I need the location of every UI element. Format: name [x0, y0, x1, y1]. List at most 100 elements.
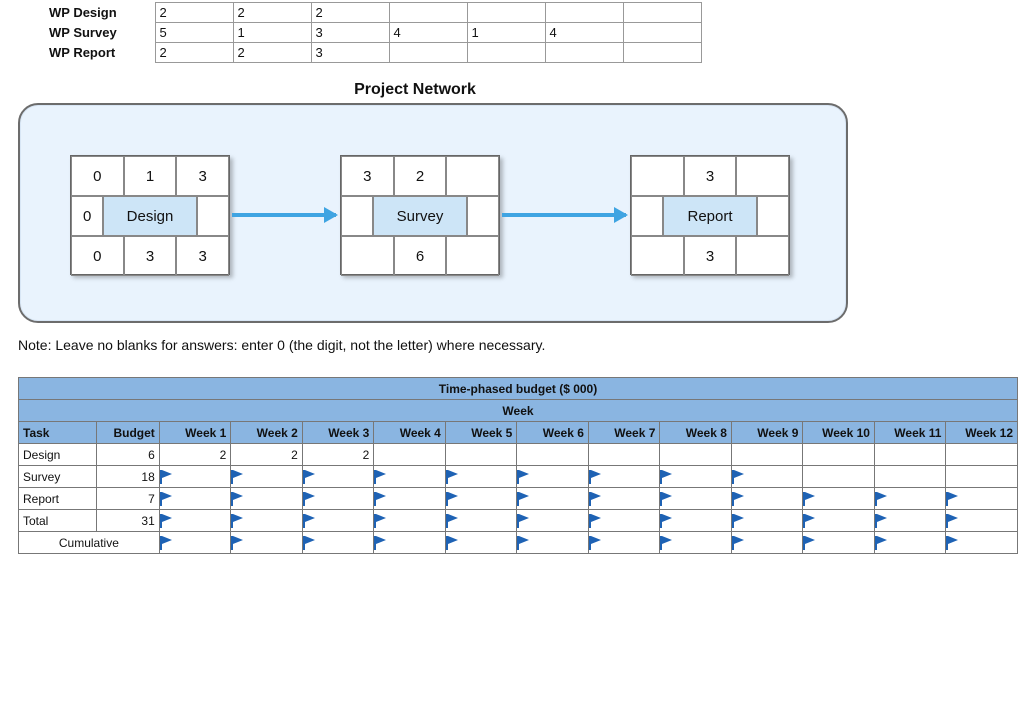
budget-cell[interactable] [874, 444, 946, 466]
budget-input-flag[interactable] [231, 510, 303, 532]
budget-input-flag[interactable] [803, 488, 875, 510]
budget-cell[interactable] [946, 466, 1018, 488]
wp-cell[interactable] [545, 43, 623, 63]
budget-cell[interactable] [588, 444, 660, 466]
budget-input-flag[interactable] [159, 510, 231, 532]
budget-input-flag[interactable] [874, 488, 946, 510]
budget-cell[interactable] [946, 444, 1018, 466]
wp-cell[interactable] [623, 23, 701, 43]
budget-col-header: Week 2 [231, 422, 303, 444]
budget-input-flag[interactable] [517, 466, 589, 488]
budget-input-flag[interactable] [517, 532, 589, 554]
budget-input-flag[interactable] [374, 466, 446, 488]
budget-cell[interactable] [374, 444, 446, 466]
wp-cell[interactable]: 3 [311, 23, 389, 43]
budget-input-flag[interactable] [946, 510, 1018, 532]
wp-cell[interactable] [545, 3, 623, 23]
budget-cell[interactable] [660, 444, 732, 466]
wp-cell[interactable] [467, 43, 545, 63]
budget-input-flag[interactable] [731, 488, 803, 510]
wp-cell[interactable]: 2 [233, 43, 311, 63]
network-node-report: 3Report3 [630, 155, 790, 275]
wp-table: WP Design222WP Survey513414WP Report223 [45, 2, 702, 63]
budget-col-header: Budget [97, 422, 160, 444]
network-node-design: 0130Design033 [70, 155, 230, 275]
budget-input-flag[interactable] [159, 488, 231, 510]
budget-input-flag[interactable] [302, 510, 374, 532]
budget-input-flag[interactable] [374, 510, 446, 532]
node-es: 3 [341, 156, 394, 196]
budget-cell[interactable] [731, 444, 803, 466]
budget-input-flag[interactable] [517, 488, 589, 510]
budget-input-flag[interactable] [159, 466, 231, 488]
budget-cell[interactable]: 2 [302, 444, 374, 466]
wp-cell[interactable]: 2 [233, 3, 311, 23]
node-es: 0 [71, 156, 124, 196]
wp-cell[interactable]: 2 [311, 3, 389, 23]
budget-input-flag[interactable] [231, 532, 303, 554]
wp-cell[interactable] [467, 3, 545, 23]
budget-input-flag[interactable] [874, 532, 946, 554]
budget-input-flag[interactable] [588, 466, 660, 488]
wp-cell[interactable]: 3 [311, 43, 389, 63]
node-dur-bot: 3 [684, 236, 737, 276]
budget-input-flag[interactable] [445, 488, 517, 510]
node-left-mid [631, 196, 663, 236]
budget-input-flag[interactable] [660, 510, 732, 532]
budget-input-flag[interactable] [660, 532, 732, 554]
wp-cell[interactable]: 2 [155, 43, 233, 63]
node-left-mid: 0 [71, 196, 103, 236]
budget-input-flag[interactable] [731, 466, 803, 488]
budget-cell[interactable] [803, 444, 875, 466]
budget-input-flag[interactable] [159, 532, 231, 554]
budget-input-flag[interactable] [731, 532, 803, 554]
budget-input-flag[interactable] [803, 510, 875, 532]
node-name: Report [663, 196, 756, 236]
budget-input-flag[interactable] [302, 488, 374, 510]
budget-input-flag[interactable] [660, 466, 732, 488]
wp-cell[interactable] [389, 3, 467, 23]
budget-cell[interactable] [874, 466, 946, 488]
budget-input-flag[interactable] [803, 532, 875, 554]
wp-cell[interactable]: 2 [155, 3, 233, 23]
budget-input-flag[interactable] [445, 466, 517, 488]
wp-cell[interactable] [389, 43, 467, 63]
budget-input-flag[interactable] [660, 488, 732, 510]
budget-cell[interactable] [445, 444, 517, 466]
budget-input-flag[interactable] [302, 532, 374, 554]
node-ls: 0 [71, 236, 124, 276]
node-dur-top: 3 [684, 156, 737, 196]
budget-input-flag[interactable] [374, 488, 446, 510]
budget-input-flag[interactable] [588, 488, 660, 510]
node-dur-top: 1 [124, 156, 177, 196]
budget-input-flag[interactable] [231, 466, 303, 488]
budget-input-flag[interactable] [874, 510, 946, 532]
budget-cell[interactable]: 2 [159, 444, 231, 466]
wp-cell[interactable] [623, 3, 701, 23]
wp-cell[interactable]: 4 [545, 23, 623, 43]
budget-task-label: Survey [19, 466, 97, 488]
node-ef: 3 [176, 156, 229, 196]
budget-input-flag[interactable] [731, 510, 803, 532]
budget-input-flag[interactable] [374, 532, 446, 554]
wp-cell[interactable]: 1 [233, 23, 311, 43]
budget-input-flag[interactable] [517, 510, 589, 532]
wp-cell[interactable] [623, 43, 701, 63]
wp-cell[interactable]: 1 [467, 23, 545, 43]
budget-input-flag[interactable] [946, 488, 1018, 510]
budget-input-flag[interactable] [946, 532, 1018, 554]
budget-input-flag[interactable] [588, 510, 660, 532]
budget-input-flag[interactable] [231, 488, 303, 510]
budget-input-flag[interactable] [302, 466, 374, 488]
budget-input-flag[interactable] [588, 532, 660, 554]
budget-cell[interactable] [517, 444, 589, 466]
wp-row-label: WP Survey [45, 23, 155, 43]
budget-cell[interactable]: 2 [231, 444, 303, 466]
node-left-mid [341, 196, 373, 236]
wp-cell[interactable]: 4 [389, 23, 467, 43]
budget-input-flag[interactable] [445, 510, 517, 532]
wp-cell[interactable]: 5 [155, 23, 233, 43]
budget-value: 31 [97, 510, 160, 532]
budget-cell[interactable] [803, 466, 875, 488]
budget-input-flag[interactable] [445, 532, 517, 554]
